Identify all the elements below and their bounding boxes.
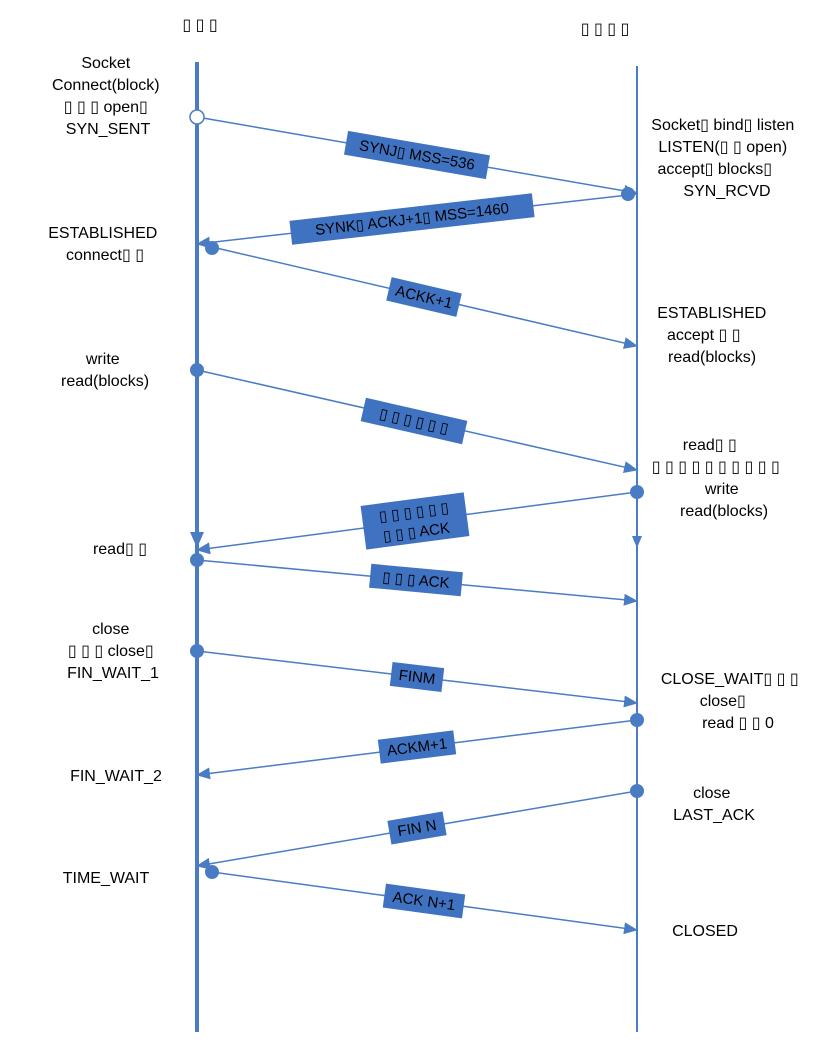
server-state-label: read▯ ▯ ▯ ▯ ▯ ▯ ▯ ▯ ▯ ▯ ▯ ▯ write read(b… xyxy=(652,437,785,520)
event-markers xyxy=(189,109,644,879)
svg-text:▯ ▯ ▯ ACK: ▯ ▯ ▯ ACK xyxy=(382,569,451,592)
server-title: ▯ ▯ ▯ ▯ xyxy=(581,21,630,38)
server-state-label: close LAST_ACK xyxy=(673,785,755,824)
server-state-label: CLOSED xyxy=(672,923,738,940)
client-states: Socket Connect(block) ▯ ▯ ▯ open▯ SYN_SE… xyxy=(48,55,164,887)
message-label: ▯ ▯ ▯ ▯ ▯ ▯ ▯ ▯ ▯ ACK xyxy=(360,492,470,550)
client-lifeline-arrowhead xyxy=(190,532,204,548)
event-dot xyxy=(630,713,644,727)
event-dot xyxy=(630,784,644,798)
server-state-label: Socket▯ bind▯ listen LISTEN(▯ ▯ open) ac… xyxy=(651,117,798,200)
event-dot xyxy=(630,485,644,499)
svg-text:FIN N: FIN N xyxy=(396,817,437,840)
svg-text:FINM: FINM xyxy=(398,667,436,688)
client-title: ▯ ▯ ▯ xyxy=(182,17,217,34)
server-state-label: CLOSE_WAIT▯ ▯ ▯ close▯ read ▯ ▯ 0 xyxy=(661,671,803,732)
client-state-label: TIME_WAIT xyxy=(63,870,150,887)
message-label: ACKM+1 xyxy=(377,730,457,764)
client-state-label: close ▯ ▯ ▯ close▯ FIN_WAIT_1 xyxy=(67,621,159,682)
client-state-label: write read(blocks) xyxy=(61,351,149,390)
server-lifeline-arrowhead xyxy=(632,536,642,548)
message-label: ▯ ▯ ▯ ACK xyxy=(369,563,463,597)
client-state-label: Socket Connect(block) ▯ ▯ ▯ open▯ SYN_SE… xyxy=(52,55,164,138)
syn-sent-open-marker xyxy=(189,109,205,125)
svg-text:SYNK▯ ACKJ+1▯ MSS=1460: SYNK▯ ACKJ+1▯ MSS=1460 xyxy=(314,200,510,239)
svg-text:SYNJ▯ MSS=536: SYNJ▯ MSS=536 xyxy=(358,137,476,174)
event-dot xyxy=(621,187,635,201)
message-label: ▯ ▯ ▯ ▯ ▯ ▯ xyxy=(360,397,468,445)
server-states: Socket▯ bind▯ listen LISTEN(▯ ▯ open) ac… xyxy=(651,117,803,940)
server-state-label: ESTABLISHED accept ▯ ▯ read(blocks) xyxy=(657,305,771,366)
client-state-label: ESTABLISHED connect▯ ▯ xyxy=(48,225,162,264)
message-label: FINM xyxy=(389,662,445,692)
message-label: ACK N+1 xyxy=(382,883,466,919)
message-label: SYNJ▯ MSS=536 xyxy=(344,130,490,180)
event-dot xyxy=(190,363,204,377)
event-dot xyxy=(205,241,219,255)
message-label: SYNK▯ ACKJ+1▯ MSS=1460 xyxy=(289,193,535,245)
client-state-label: read▯ ▯ xyxy=(93,541,147,558)
event-dot xyxy=(190,644,204,658)
client-state-label: FIN_WAIT_2 xyxy=(70,768,162,785)
message-label: ACKK+1 xyxy=(386,277,462,317)
event-dot xyxy=(190,553,204,567)
event-dot xyxy=(205,865,219,879)
message-label: FIN N xyxy=(387,811,447,845)
